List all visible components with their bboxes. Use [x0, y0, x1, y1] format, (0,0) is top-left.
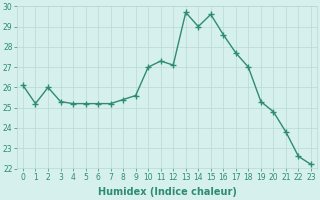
X-axis label: Humidex (Indice chaleur): Humidex (Indice chaleur) — [98, 187, 236, 197]
